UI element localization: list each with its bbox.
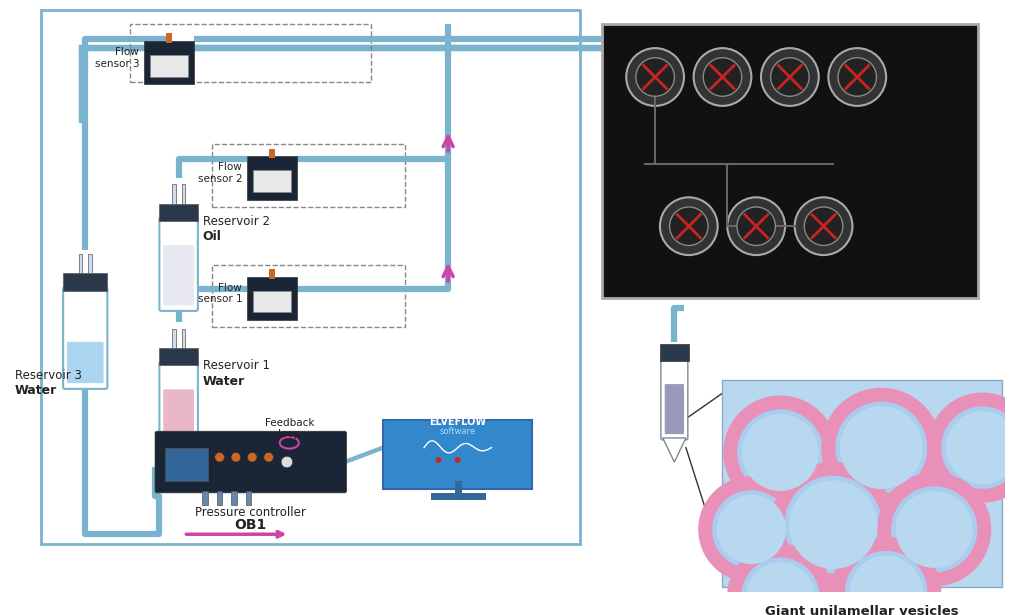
Circle shape	[828, 395, 934, 501]
FancyBboxPatch shape	[665, 384, 684, 434]
FancyBboxPatch shape	[63, 274, 108, 291]
FancyBboxPatch shape	[269, 269, 274, 279]
Circle shape	[884, 479, 984, 579]
FancyBboxPatch shape	[659, 344, 689, 361]
Circle shape	[745, 562, 815, 615]
Circle shape	[717, 495, 786, 564]
FancyBboxPatch shape	[163, 389, 194, 450]
FancyBboxPatch shape	[172, 184, 176, 204]
FancyBboxPatch shape	[160, 362, 198, 455]
FancyBboxPatch shape	[181, 329, 185, 348]
Circle shape	[771, 58, 809, 97]
Circle shape	[777, 469, 889, 581]
Circle shape	[741, 414, 819, 491]
Circle shape	[659, 197, 718, 255]
Text: ELVEFLOW: ELVEFLOW	[429, 416, 486, 427]
FancyBboxPatch shape	[246, 491, 251, 506]
Circle shape	[231, 453, 241, 462]
Text: Oil: Oil	[203, 230, 221, 244]
Circle shape	[840, 407, 923, 489]
Text: Water: Water	[203, 375, 245, 387]
FancyBboxPatch shape	[231, 491, 237, 506]
FancyBboxPatch shape	[150, 55, 188, 76]
FancyBboxPatch shape	[165, 448, 208, 482]
Circle shape	[946, 411, 1019, 484]
Text: Water: Water	[15, 384, 57, 397]
Bar	[130, 24, 371, 82]
FancyBboxPatch shape	[172, 329, 176, 348]
FancyBboxPatch shape	[63, 287, 108, 389]
Circle shape	[264, 453, 273, 462]
Circle shape	[670, 207, 708, 245]
Text: Flow
sensor 2: Flow sensor 2	[198, 162, 242, 184]
FancyBboxPatch shape	[79, 254, 82, 274]
FancyBboxPatch shape	[253, 170, 291, 192]
Circle shape	[636, 58, 675, 97]
Circle shape	[703, 58, 741, 97]
FancyBboxPatch shape	[247, 277, 297, 320]
FancyBboxPatch shape	[660, 357, 688, 440]
Circle shape	[838, 58, 877, 97]
FancyBboxPatch shape	[160, 348, 198, 365]
FancyBboxPatch shape	[144, 41, 194, 84]
FancyBboxPatch shape	[202, 491, 208, 506]
Circle shape	[838, 544, 934, 615]
Circle shape	[706, 483, 798, 576]
Circle shape	[761, 48, 819, 106]
Text: Reservoir 1: Reservoir 1	[203, 359, 269, 372]
FancyBboxPatch shape	[155, 431, 346, 493]
Circle shape	[734, 550, 826, 615]
Text: Giant unilamellar vesicles: Giant unilamellar vesicles	[765, 605, 958, 615]
Circle shape	[737, 207, 775, 245]
Text: software: software	[439, 427, 476, 436]
FancyBboxPatch shape	[217, 491, 222, 506]
FancyBboxPatch shape	[88, 254, 92, 274]
Polygon shape	[663, 438, 686, 462]
Circle shape	[788, 480, 878, 569]
Circle shape	[435, 457, 441, 463]
Circle shape	[934, 400, 1024, 496]
Text: Pressure controller: Pressure controller	[196, 506, 306, 518]
Circle shape	[627, 48, 684, 106]
FancyBboxPatch shape	[181, 184, 185, 204]
Text: Reservoir 3: Reservoir 3	[15, 369, 82, 382]
FancyBboxPatch shape	[160, 204, 198, 221]
Bar	[212, 145, 404, 207]
FancyBboxPatch shape	[247, 156, 297, 200]
FancyBboxPatch shape	[67, 342, 103, 383]
Text: Reservoir 2: Reservoir 2	[203, 215, 269, 228]
Text: Feedback
loop: Feedback loop	[264, 418, 314, 439]
Circle shape	[693, 48, 752, 106]
Text: Flow
sensor 3: Flow sensor 3	[94, 47, 139, 68]
FancyBboxPatch shape	[166, 33, 172, 43]
Circle shape	[215, 453, 224, 462]
FancyBboxPatch shape	[269, 149, 274, 158]
Text: OB1: OB1	[234, 518, 267, 531]
FancyBboxPatch shape	[602, 24, 978, 298]
Circle shape	[804, 207, 843, 245]
FancyBboxPatch shape	[163, 245, 194, 305]
Circle shape	[727, 197, 785, 255]
Circle shape	[455, 457, 461, 463]
FancyBboxPatch shape	[723, 380, 1001, 587]
Bar	[212, 264, 404, 327]
Circle shape	[795, 197, 852, 255]
Circle shape	[282, 456, 293, 468]
Circle shape	[850, 555, 923, 615]
Circle shape	[828, 48, 886, 106]
Circle shape	[730, 402, 830, 502]
FancyBboxPatch shape	[383, 420, 532, 488]
Circle shape	[896, 491, 973, 568]
Text: Flow
sensor 1: Flow sensor 1	[198, 283, 242, 304]
Circle shape	[248, 453, 257, 462]
FancyBboxPatch shape	[160, 217, 198, 311]
FancyBboxPatch shape	[253, 291, 291, 312]
